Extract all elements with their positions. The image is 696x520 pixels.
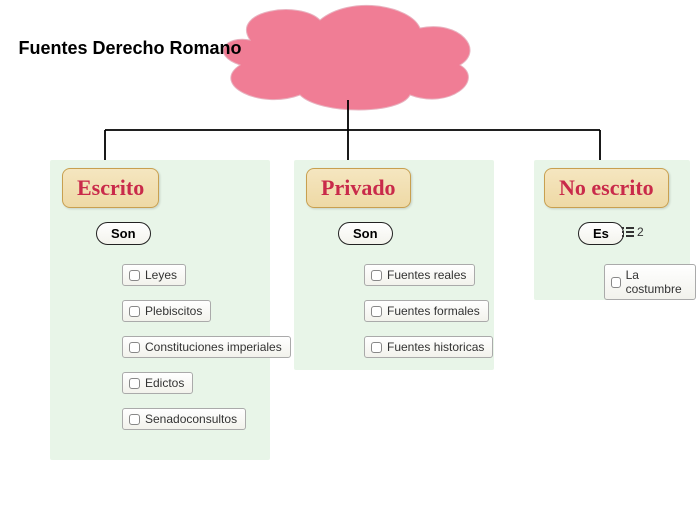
leaf-escrito-1[interactable]: Plebiscitos xyxy=(122,300,211,322)
leaf-noescrito-0[interactable]: La costumbre xyxy=(604,264,696,300)
sub-noescrito[interactable]: Es xyxy=(578,222,624,245)
checkbox-icon xyxy=(371,306,382,317)
branch-title-escrito[interactable]: Escrito xyxy=(62,168,159,208)
checkbox-icon xyxy=(129,378,140,389)
checkbox-icon xyxy=(129,306,140,317)
leaf-escrito-3[interactable]: Edictos xyxy=(122,372,193,394)
checkbox-icon xyxy=(129,414,140,425)
checkbox-icon xyxy=(611,277,621,288)
leaf-escrito-2[interactable]: Constituciones imperiales xyxy=(122,336,291,358)
checkbox-icon xyxy=(371,342,382,353)
leaf-escrito-4[interactable]: Senadoconsultos xyxy=(122,408,246,430)
list-icon xyxy=(622,227,634,237)
root-title: Fuentes Derecho Romano xyxy=(0,38,260,59)
cloud-shape xyxy=(223,5,470,110)
leaf-privado-2[interactable]: Fuentes historicas xyxy=(364,336,493,358)
branch-title-noescrito[interactable]: No escrito xyxy=(544,168,669,208)
checkbox-icon xyxy=(129,342,140,353)
sub-privado[interactable]: Son xyxy=(338,222,393,245)
sub-escrito[interactable]: Son xyxy=(96,222,151,245)
leaf-escrito-0[interactable]: Leyes xyxy=(122,264,186,286)
checkbox-icon xyxy=(129,270,140,281)
count-badge-noescrito: 2 xyxy=(622,225,644,239)
leaf-privado-0[interactable]: Fuentes reales xyxy=(364,264,475,286)
leaf-privado-1[interactable]: Fuentes formales xyxy=(364,300,489,322)
branch-title-privado[interactable]: Privado xyxy=(306,168,411,208)
checkbox-icon xyxy=(371,270,382,281)
